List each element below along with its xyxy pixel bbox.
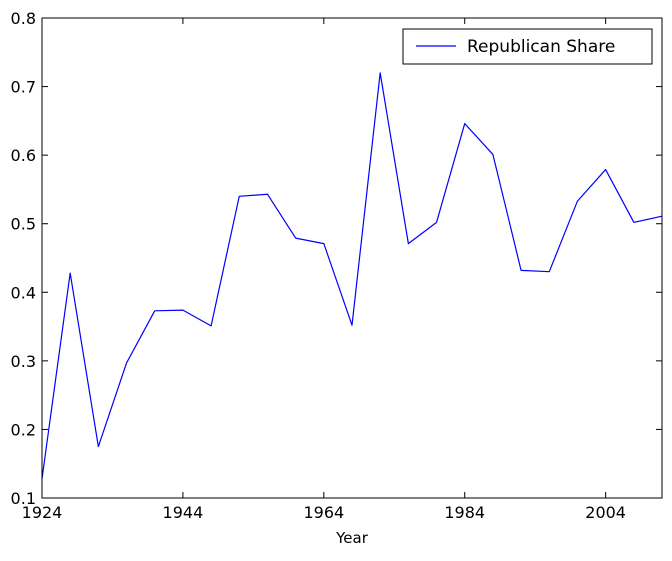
data-point	[238, 195, 241, 198]
plot-frame	[41, 17, 663, 499]
data-point	[632, 221, 635, 224]
y-tick-label: 0.2	[11, 420, 36, 439]
data-point	[294, 237, 297, 240]
data-point	[604, 168, 607, 171]
x-tick-label: 1924	[22, 503, 63, 522]
x-tick-label: 2004	[585, 503, 626, 522]
data-point	[407, 242, 410, 245]
series-group	[41, 71, 663, 479]
data-point	[576, 200, 579, 203]
y-tick-label: 0.6	[11, 146, 36, 165]
x-tick-label: 1964	[303, 503, 344, 522]
data-point	[322, 242, 325, 245]
data-point	[520, 269, 523, 272]
data-point	[181, 309, 184, 312]
data-point	[491, 153, 494, 156]
data-point	[548, 270, 551, 273]
data-point	[69, 272, 72, 275]
data-point	[97, 445, 100, 448]
x-tick-label: 1944	[163, 503, 204, 522]
data-point	[463, 122, 466, 125]
y-tick-label: 0.8	[11, 9, 36, 28]
y-tick-label: 0.7	[11, 78, 36, 97]
data-point	[125, 361, 128, 364]
series-line	[41, 72, 663, 479]
y-tick-label: 0.5	[11, 215, 36, 234]
legend: Republican Share	[402, 28, 653, 65]
plot-frame-group	[41, 17, 663, 499]
axes-group: 0.1 0.2 0.3 0.4 0.5 0.6 0.7 0.8 1924 1944 1964 1984…	[11, 9, 662, 522]
data-point	[266, 193, 269, 196]
x-axis-title: Year	[335, 529, 369, 547]
data-point	[153, 309, 156, 312]
data-point	[351, 324, 354, 327]
y-tick-label: 0.1	[11, 489, 36, 508]
y-tick-label: 0.3	[11, 352, 36, 371]
data-point	[435, 221, 438, 224]
data-point	[379, 71, 382, 74]
data-point	[210, 324, 213, 327]
x-tick-label: 1984	[444, 503, 485, 522]
y-tick-label: 0.4	[11, 283, 36, 302]
legend-label: Republican Share	[467, 37, 615, 57]
